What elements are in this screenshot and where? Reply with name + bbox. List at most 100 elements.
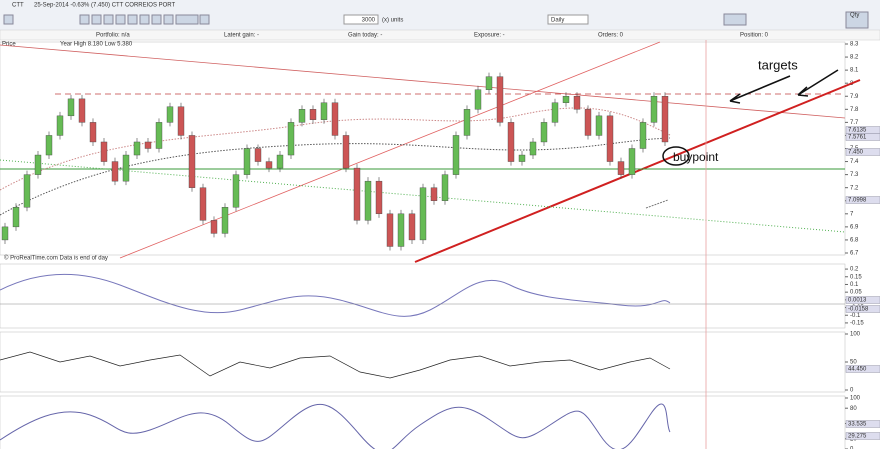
units: (x) units [382,18,403,24]
gain: Gain today: - [348,33,382,39]
value-label: 44.450 [848,367,867,373]
candle [34,154,42,175]
position: Position: 0 [740,33,769,39]
qty-input[interactable] [343,14,379,25]
value-box [845,305,880,313]
value-box [845,148,880,156]
candle [45,135,53,156]
value-box [845,420,880,428]
candle [408,213,416,241]
quote: 25-Sep-2014 -0.63% (7.450) CTT CORREIOS … [34,3,176,9]
candle [386,213,394,247]
candle [661,96,669,143]
exposure: Exposure: - [474,33,505,39]
candle [474,89,482,110]
candle [67,98,75,117]
candle [100,141,108,162]
y-tick-label: 8.2 [850,55,859,61]
quantity: 3000 [362,18,376,24]
y-tick-label: 6.8 [850,238,859,244]
y-tick-label: 7.9 [850,94,859,100]
period-select[interactable] [547,14,589,25]
candle [78,98,86,123]
value-label: 29.275 [848,434,867,440]
candle [397,213,405,247]
y-tick-label: 0.15 [850,274,862,280]
y-tick-label: 0.05 [850,290,862,296]
value-box [845,365,880,373]
candle [122,154,130,182]
y-tick-label: 0.1 [850,282,859,288]
symbol: CTT [12,3,24,9]
candle [89,122,97,143]
qty-label: Qty [850,13,859,19]
candle [265,161,273,169]
candle [188,135,196,188]
candle [540,122,548,143]
y-tick-label: 7.3 [850,172,859,178]
arrows [662,69,839,166]
candle [650,96,658,123]
candle [551,102,559,123]
value-box [845,133,880,141]
y-tick-label: 6.9 [850,224,859,230]
candle [166,106,174,123]
value-box [845,196,880,204]
toolbar-icons [3,11,869,29]
candle [276,154,284,169]
panel-frame [0,395,846,452]
candle [518,154,526,162]
candles [1,72,669,251]
y-tick-label: 0.2 [850,267,859,273]
candle [320,102,328,120]
y-tick-label: 50 [850,360,857,366]
value-box [845,432,880,440]
value-box [845,296,880,304]
latent: Latent gain: - [224,33,259,39]
y-tick-label: 0 [850,388,854,394]
candle [353,167,361,221]
candle [452,135,460,175]
candle [243,148,251,175]
candle [298,109,306,123]
candle [254,148,262,162]
price-title: Price [2,42,16,48]
y-tick-label: 7.4 [850,159,859,165]
value-label: 7.6135 [848,128,867,134]
candle [364,180,372,221]
candle [617,161,625,175]
value-label: 33.535 [848,422,867,428]
y-tick-label: 7 [850,211,854,217]
y-tick-label: 80 [850,406,857,412]
y-tick-label: 6.7 [850,251,859,257]
orders: Orders: 0 [598,33,624,39]
macd-trace [0,273,671,317]
candle [375,180,383,215]
y-tick-label: 8.3 [850,42,859,48]
portfolio: Portfolio: n/a [96,33,130,39]
header-bg [0,29,880,41]
candle [573,96,581,110]
y-tick-label: 7.8 [850,107,859,113]
candle [287,122,295,156]
candle [309,109,317,120]
candle [419,187,427,241]
period: Daily [551,18,564,24]
panel-frame [0,331,846,393]
value-label: 7.5761 [848,135,867,141]
candle [155,122,163,149]
candle [606,115,614,162]
candle [111,161,119,182]
candle [639,122,647,149]
credit: © ProRealTime.com Data is end of day [4,255,108,262]
value-label: 7.450 [848,150,864,156]
y-tick-label: -0.1 [850,313,861,319]
y-tick-label: 100 [850,396,861,402]
candle [485,76,493,90]
value-label: 7.0998 [848,198,867,204]
candle [232,174,240,208]
candle [144,141,152,149]
candle [463,109,471,136]
